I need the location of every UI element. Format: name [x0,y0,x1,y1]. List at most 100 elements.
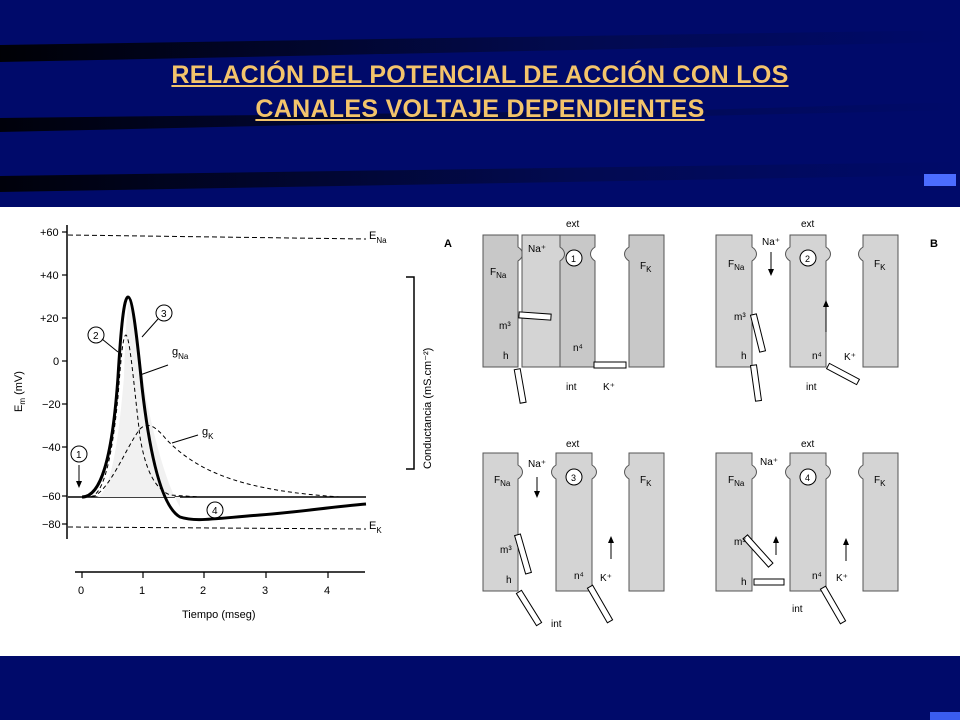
xtick-label: 0 [78,585,84,597]
conductance-axis [406,276,415,470]
gna-leader [139,364,169,376]
fk-label: FK [874,475,886,488]
fk-label: FK [640,261,652,274]
m3-label: m³ [500,545,512,556]
marker-1-arrowhead [76,481,82,488]
gna-label: gNa [172,346,189,361]
fk-block [858,234,899,368]
state-circle [565,468,583,486]
ena-line [67,234,367,240]
marker-3-leader [141,318,159,338]
conductance-label: Conductancia (mS.cm⁻²) [422,348,434,469]
n4-label: n⁴ [573,343,583,354]
marker-1-circle [70,445,88,463]
na-ion-label: Na⁺ [528,459,546,470]
channel-state-4: ext 4 Na⁺ FNa FK m³ h n⁴ K⁺ int [715,439,899,625]
ext-label: ext [801,439,815,450]
fna-label: FNa [728,475,745,488]
x-ticks [81,572,329,578]
ext-label: ext [801,219,815,230]
state-number: 4 [805,473,810,483]
k-ion-label: K⁺ [836,573,848,584]
ext-label: ext [566,439,580,450]
marker-3-label: 3 [161,309,167,320]
int-label: int [792,604,803,615]
action-potential-curve [81,295,367,522]
int-label: int [551,619,562,630]
center-block [785,234,831,368]
k-ion-label: K⁺ [844,352,856,363]
gk-curve [91,424,341,498]
state-number: 3 [571,473,576,483]
channel-panel-labels: A B [444,238,938,250]
h-gate [749,364,763,402]
k-ion-label: K⁺ [600,573,612,584]
n-gate [825,362,861,386]
marker-2-label: 2 [93,331,99,342]
h-label: h [506,575,512,586]
k-ion-label: K⁺ [603,382,615,393]
slide-title: RELACIÓN DEL POTENCIAL DE ACCIÓN CON LOS… [40,58,920,126]
na-ion-label: Na⁺ [528,244,546,255]
m3-label: m³ [734,312,746,323]
channel-state-1: ext 1 Na⁺ FNa FK m³ h n⁴ int K⁺ [482,219,665,404]
na-ion-label: Na⁺ [760,457,778,468]
marker-3-circle [155,304,173,322]
title-line-1: RELACIÓN DEL POTENCIAL DE ACCIÓN CON LOS [171,61,789,89]
int-label: int [566,382,577,393]
fk-block [858,452,899,592]
xtick-label: 4 [324,585,330,597]
m-gate [749,313,767,353]
int-label: int [806,382,817,393]
panel-b-label: B [930,238,938,250]
fk-label: FK [640,475,652,488]
marker-4-label: 4 [212,506,218,517]
n4-label: n⁴ [812,571,822,582]
ytick-label: +40 [40,270,59,282]
xtick-label: 3 [262,585,268,597]
fk-label: FK [874,259,886,272]
fna-label: FNa [494,475,511,488]
m-gate [518,311,552,321]
na-ion-label: Na⁺ [762,237,780,248]
xtick-label: 2 [200,585,206,597]
ek-line [67,526,367,530]
ytick-label: −80 [42,519,61,531]
state-circle [565,249,583,267]
gna-curve [89,334,201,498]
ytick-label: +60 [40,227,59,239]
action-potential-graph [62,225,415,578]
m-gate [513,533,533,575]
gk-label: gK [202,426,214,441]
center-block [559,234,596,368]
ytick-label: −60 [42,491,61,503]
h-gate [515,589,543,627]
fk-block [624,452,665,592]
marker-4-circle [206,501,224,519]
channel-state-3: ext 3 Na⁺ FNa FK m³ h n⁴ K⁺ int [482,439,665,630]
ytick-label: 0 [53,356,59,368]
ytick-label: +20 [40,313,59,325]
fk-block [624,234,665,368]
n-gate [593,361,627,369]
bevel-accent-bottom [930,712,960,720]
m3-label: m³ [499,321,511,332]
n4-label: n⁴ [812,351,822,362]
x-axis-label: Tiempo (mseg) [182,609,256,621]
bevel-accent [924,174,956,186]
h-label: h [741,351,747,362]
h-gate [753,578,785,586]
title-line-2: CANALES VOLTAJE DEPENDIENTES [255,95,705,123]
panel-a-label: A [444,238,452,250]
state-circle [799,468,817,486]
h-label: h [741,577,747,588]
n4-label: n⁴ [574,571,584,582]
marker-1-label: 1 [76,450,82,461]
gk-leader [171,434,199,444]
svg-text:Em (mV): Em (mV) [13,371,27,412]
fna-block [715,452,757,592]
y-ticks [62,231,67,525]
h-gate [513,368,527,404]
graph-text: +60 +40 +20 0 −20 −40 −60 −80 0 1 2 3 4 … [13,227,434,621]
state-number: 2 [805,254,810,264]
